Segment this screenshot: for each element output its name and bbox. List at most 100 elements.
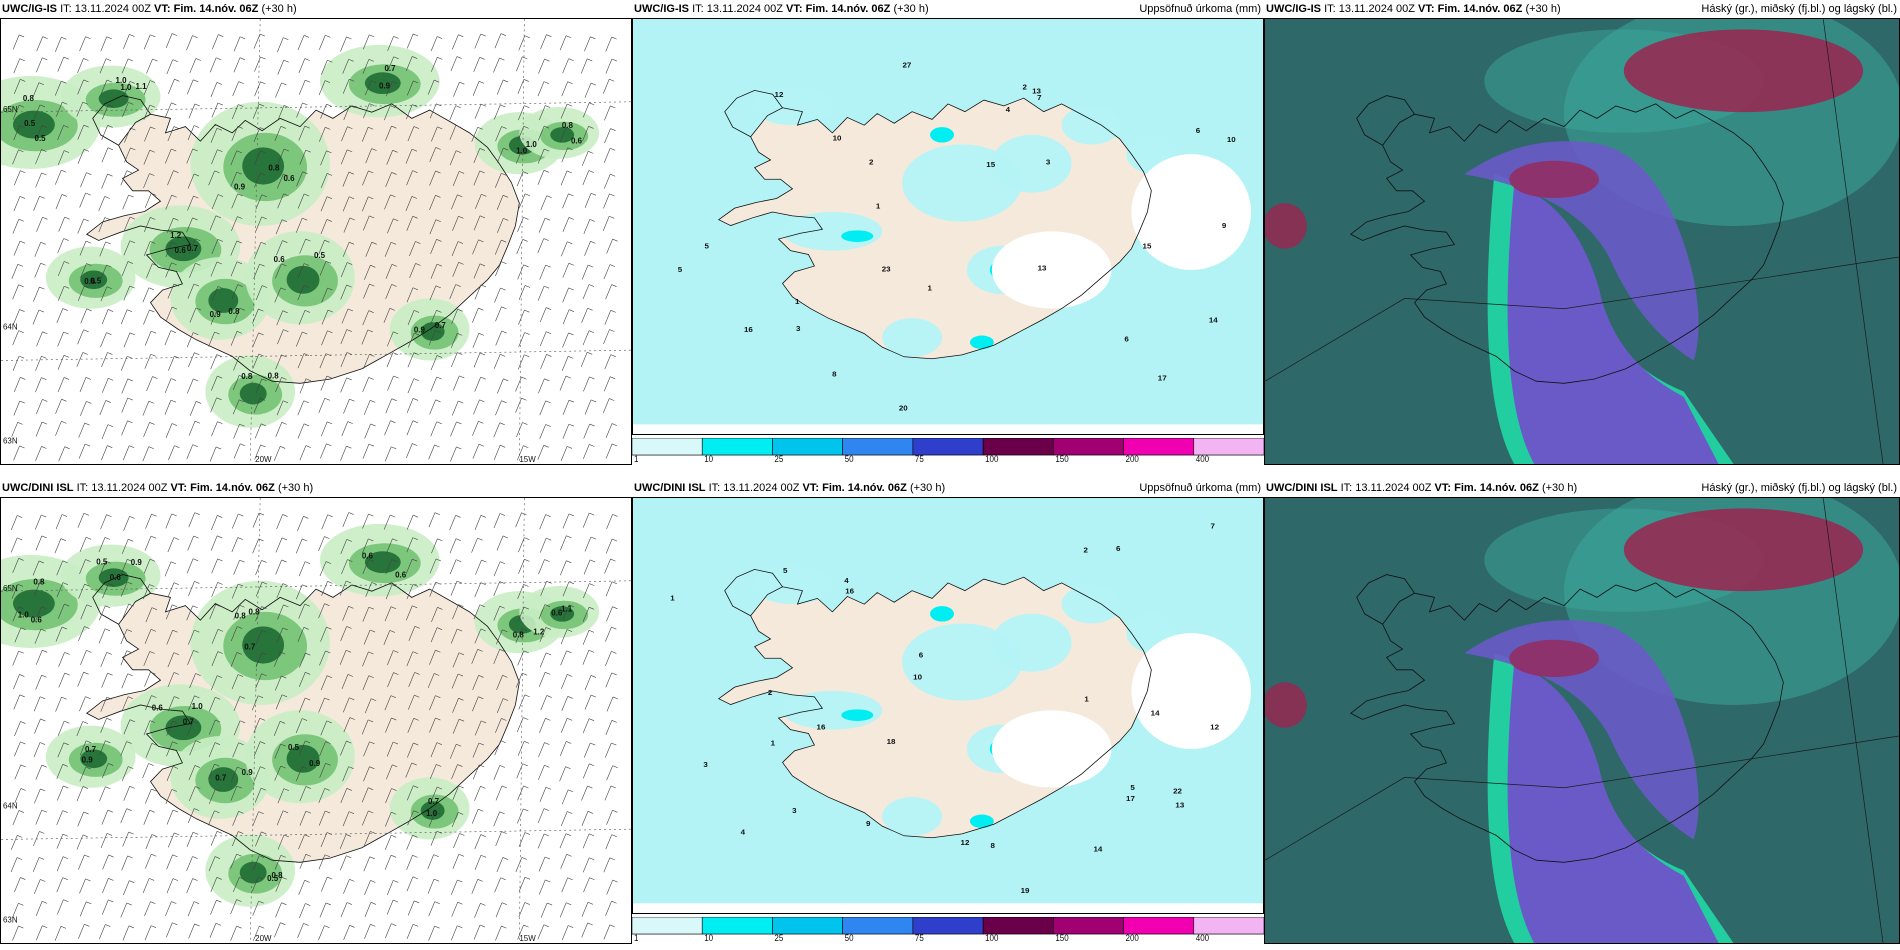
wind-barb (364, 265, 371, 280)
wind-barb-flag (64, 261, 70, 264)
wind-barb (14, 377, 21, 392)
panel-header: UWC/IG-IS IT: 13.11.2024 00Z VT: Fim. 14… (1264, 0, 1900, 18)
cloud-value-label: 0.9 (210, 310, 222, 319)
wind-barb (583, 219, 591, 234)
low-cloud-area (1507, 663, 1719, 943)
wind-barb-flag (282, 514, 288, 517)
cloud-value-label: 0.5 (96, 557, 108, 566)
wind-barb-flag (610, 309, 616, 313)
wind-barb-flag (393, 331, 399, 335)
wind-barb (122, 194, 129, 210)
wind-barb (537, 808, 545, 824)
wind-barb (430, 239, 437, 254)
wind-barb-flag (172, 604, 178, 608)
wind-barb-flag (566, 103, 573, 107)
wind-barb (233, 605, 240, 620)
wind-barb-flag (369, 741, 375, 745)
wind-barb-flag (194, 103, 200, 107)
wind-barb (34, 629, 42, 644)
precip-patch (882, 797, 943, 836)
wind-barb-flag (566, 853, 572, 857)
wind-barb (164, 148, 172, 164)
wind-barb-flag (412, 56, 418, 59)
precip-value-label: 1 (771, 738, 776, 747)
wind-barb-flag (568, 356, 574, 359)
wind-barb-flag (390, 105, 396, 108)
wind-barb-flag (239, 307, 245, 311)
wind-barb-flag (545, 264, 551, 268)
wind-barb (189, 263, 196, 278)
wind-barb (362, 538, 369, 554)
longitude-label: 15W (519, 934, 536, 943)
cloud-value-label: 0.7 (85, 745, 97, 754)
wind-barb (100, 696, 108, 712)
wind-barb-flag (325, 34, 331, 38)
wind-barb (298, 880, 305, 895)
wind-barb-flag (390, 194, 396, 198)
wind-barb-flag (217, 535, 223, 539)
wind-barb-flag (86, 740, 92, 744)
wind-barb-flag (40, 262, 46, 266)
wind-barb (55, 514, 63, 530)
wind-barb-flag (283, 604, 289, 608)
wind-barb-flag (522, 763, 528, 767)
precip-patch (752, 565, 833, 605)
wind-barb-flag (20, 377, 26, 380)
wind-barb (100, 652, 107, 667)
wind-barb (142, 401, 150, 416)
precip-patch (991, 134, 1072, 193)
wind-barb (143, 309, 150, 325)
wind-barb (407, 900, 415, 916)
wind-barb (517, 650, 524, 666)
wind-barb-flag (42, 216, 48, 220)
wind-barb (474, 515, 482, 530)
wind-barb-flag (368, 787, 374, 791)
wind-barb (406, 104, 413, 120)
wind-barb-flag (60, 926, 67, 929)
wind-barb-flag (499, 581, 505, 584)
wind-barb-flag (609, 193, 615, 197)
wind-barb (474, 284, 482, 300)
wind-barb (209, 923, 217, 938)
wind-barb (297, 35, 305, 50)
wind-barb (230, 172, 237, 187)
wind-barb (255, 606, 262, 622)
wind-barb (539, 652, 547, 668)
wind-barb-flag (370, 924, 376, 927)
wind-barb-flag (611, 651, 617, 654)
wind-barb (57, 286, 65, 301)
wind-barb-flag (524, 559, 530, 562)
wind-barb-flag (480, 834, 486, 837)
wind-barb-flag (86, 604, 92, 608)
wind-barb-flag (566, 446, 573, 449)
wind-barb-flag (391, 398, 397, 402)
wind-barb (297, 285, 305, 301)
wind-barb (383, 514, 391, 530)
wind-barb-flag (41, 514, 47, 518)
wind-barb (342, 606, 349, 621)
model-name: UWC/IG-IS (1266, 3, 1321, 15)
wind-barb-flag (587, 307, 593, 311)
wind-barb (517, 126, 525, 141)
wind-barb (428, 811, 436, 827)
wind-barb (560, 535, 567, 551)
wind-barb-flag (108, 378, 114, 381)
wind-barb (318, 810, 326, 826)
wind-barb (496, 857, 504, 873)
colorbar-swatch (632, 917, 703, 935)
coastline (1349, 582, 1784, 863)
wind-barb (363, 215, 370, 231)
wind-barb (56, 877, 64, 893)
wind-barb (472, 764, 480, 780)
wind-barb-flag (326, 103, 332, 107)
wind-barb (560, 446, 568, 462)
precip-value-label: 1 (795, 297, 800, 306)
wind-barb (14, 788, 22, 804)
wind-barb (539, 265, 546, 280)
wind-barb (407, 126, 415, 142)
wind-barb-flag (216, 309, 223, 313)
wind-barb (580, 58, 588, 74)
wind-barb-flag (106, 286, 112, 290)
cloud-value-label: 0.6 (571, 136, 583, 145)
wind-barb-flag (478, 333, 484, 336)
